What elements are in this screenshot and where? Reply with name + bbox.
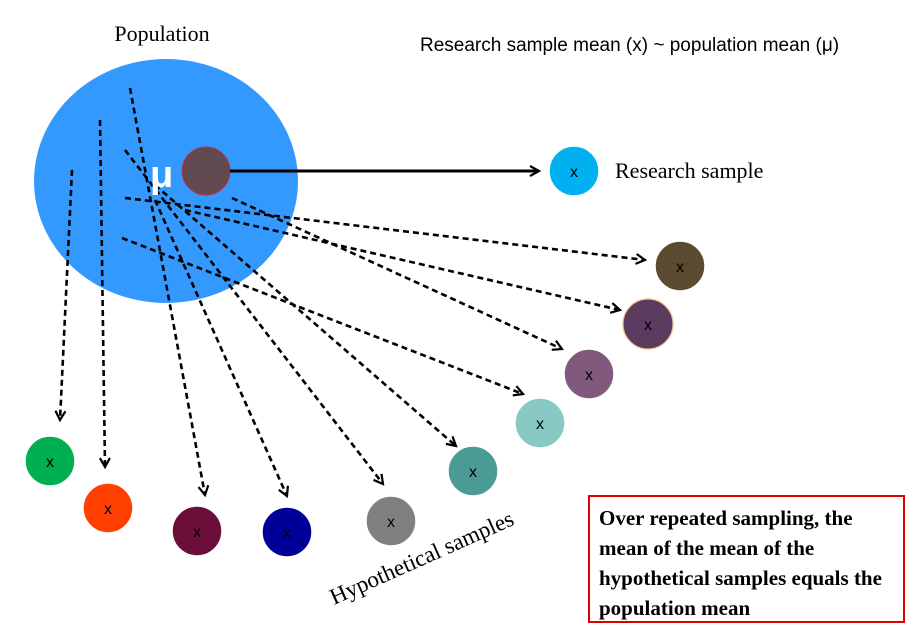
hypothetical-samples-label: Hypothetical samples bbox=[326, 506, 518, 610]
sample-mark: x bbox=[193, 524, 201, 541]
hypothetical-sample: x bbox=[365, 495, 417, 547]
sampling-arrow bbox=[128, 87, 205, 495]
sampling-arrows bbox=[60, 87, 645, 496]
sample-mark: x bbox=[283, 525, 291, 542]
conclusion-text: Over repeated sampling, the mean of the … bbox=[599, 506, 882, 620]
population-mean-circle bbox=[181, 146, 231, 196]
hypothetical-sample: x bbox=[622, 298, 674, 350]
sampling-arrow bbox=[184, 208, 620, 310]
sampling-arrow bbox=[153, 199, 287, 496]
hypothetical-sample: x bbox=[82, 482, 134, 534]
research-sample-label: Research sample bbox=[615, 158, 763, 183]
sample-mark: x bbox=[644, 317, 652, 334]
hypothetical-samples: x x x x x x x x bbox=[24, 240, 706, 558]
sampling-arrow bbox=[121, 236, 523, 394]
sample-mark: x bbox=[536, 416, 544, 433]
sampling-arrow bbox=[123, 149, 383, 484]
conclusion-note: Over repeated sampling, the mean of the … bbox=[588, 495, 905, 623]
header-caption: Research sample mean (x) ~ population me… bbox=[420, 35, 839, 56]
sampling-arrow bbox=[231, 196, 562, 349]
sampling-arrow bbox=[98, 119, 105, 467]
research-sample-mark: x bbox=[570, 164, 578, 181]
sample-mark: x bbox=[104, 501, 112, 518]
sampling-arrow bbox=[60, 169, 74, 420]
hypothetical-sample: x bbox=[447, 445, 499, 497]
hypothetical-sample: x bbox=[24, 435, 76, 487]
hypothetical-sample: x bbox=[261, 506, 313, 558]
sampling-arrow bbox=[154, 184, 456, 446]
mu-symbol: μ bbox=[150, 154, 173, 196]
sampling-arrow bbox=[124, 196, 645, 260]
sample-mark: x bbox=[585, 367, 593, 384]
sample-mark: x bbox=[46, 454, 54, 471]
research-sample-node: x bbox=[548, 145, 600, 197]
hypothetical-sample: x bbox=[654, 240, 706, 292]
population-label: Population bbox=[114, 21, 209, 46]
sample-mark: x bbox=[469, 464, 477, 481]
sample-mark: x bbox=[676, 259, 684, 276]
hypothetical-sample: x bbox=[171, 505, 223, 557]
hypothetical-sample: x bbox=[514, 397, 566, 449]
sample-mark: x bbox=[387, 514, 395, 531]
hypothetical-sample: x bbox=[563, 348, 615, 400]
